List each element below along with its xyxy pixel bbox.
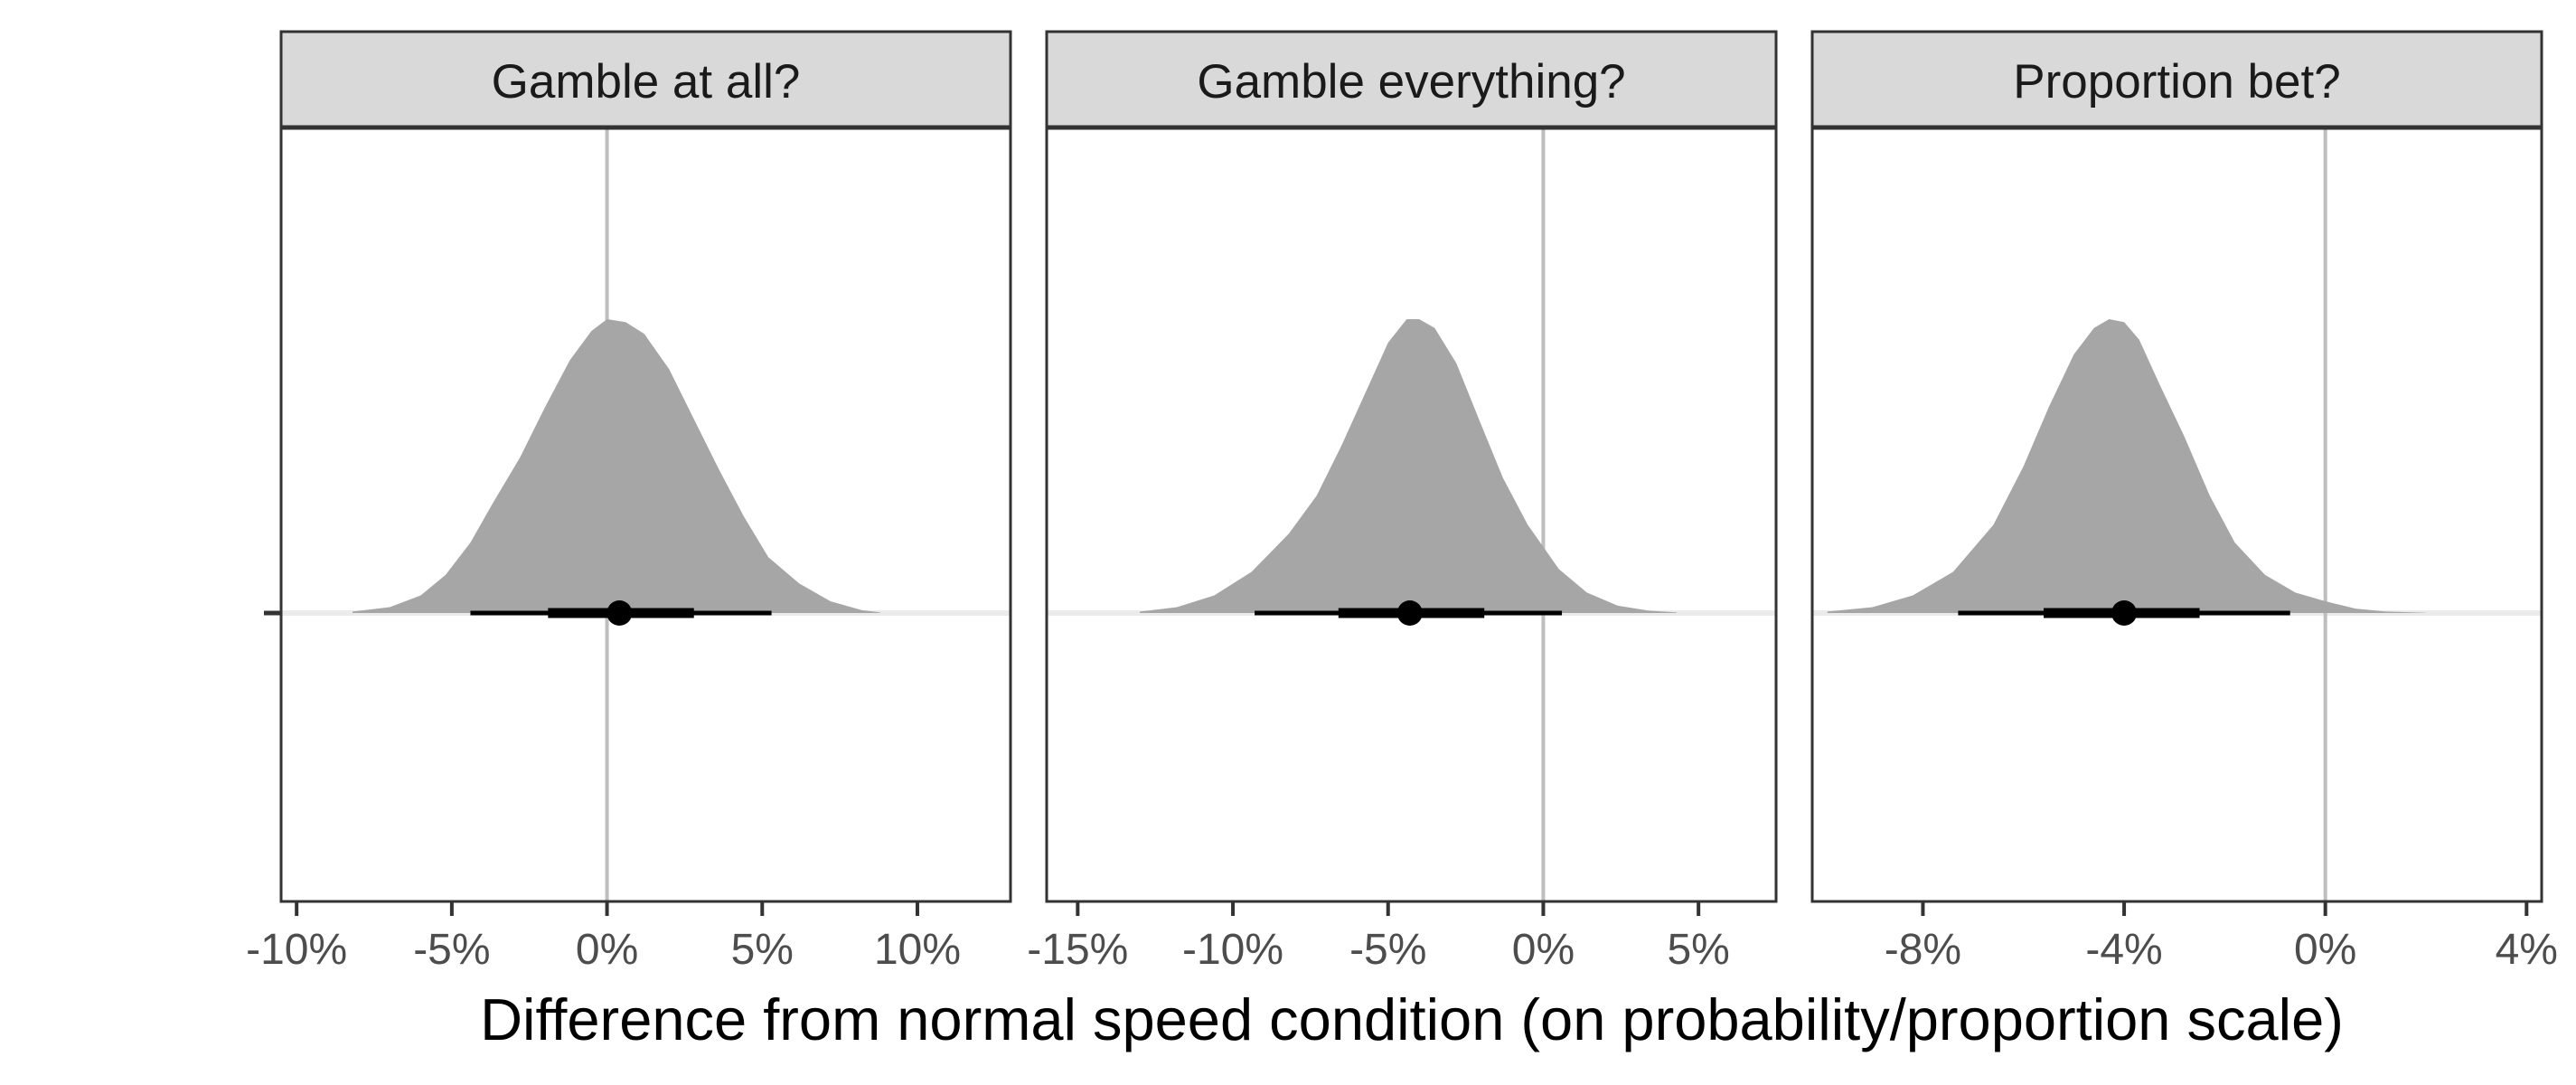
x-tick-label: 4% bbox=[2496, 926, 2558, 974]
facet-panel-gamble-everything: Gamble everything? -15% -10% -5% 0% 5% bbox=[1027, 30, 1778, 974]
x-tick-label: 5% bbox=[1667, 926, 1729, 974]
x-tick-label: -8% bbox=[1885, 926, 1961, 974]
point-estimate bbox=[606, 600, 633, 626]
point-estimate bbox=[2111, 600, 2138, 626]
x-tick-label: -4% bbox=[2085, 926, 2162, 974]
x-tick-label: 5% bbox=[731, 926, 794, 974]
x-tick-label: -5% bbox=[1349, 926, 1426, 974]
x-tick-label: 0% bbox=[2294, 926, 2356, 974]
facet-strip bbox=[279, 30, 1012, 129]
facet-title: Gamble everything? bbox=[1197, 55, 1625, 108]
x-tick-label: -10% bbox=[1182, 926, 1283, 974]
posterior-density-area bbox=[352, 319, 880, 613]
x-tick-label: 0% bbox=[576, 926, 638, 974]
facet-strip bbox=[1810, 30, 2543, 129]
posterior-density-area bbox=[1140, 319, 1678, 613]
x-tick-label: 0% bbox=[1512, 926, 1575, 974]
x-tick-label: -15% bbox=[1027, 926, 1128, 974]
x-tick-label: -10% bbox=[246, 926, 347, 974]
x-tick-label: 10% bbox=[874, 926, 961, 974]
x-tick-label: -5% bbox=[413, 926, 490, 974]
facet-title: Proportion bet? bbox=[2013, 55, 2340, 108]
posterior-density-area bbox=[1827, 319, 2426, 613]
point-estimate bbox=[1396, 600, 1423, 626]
facet-panel-gamble-at-all: Gamble at all? -10% -5% 0% 5% 10% bbox=[246, 30, 1012, 974]
facet-title: Gamble at all? bbox=[492, 55, 801, 108]
x-axis-title: Difference from normal speed condition (… bbox=[480, 986, 2344, 1052]
facet-panel-proportion-bet: Proportion bet? -8% -4% 0% 4% bbox=[1810, 30, 2558, 974]
